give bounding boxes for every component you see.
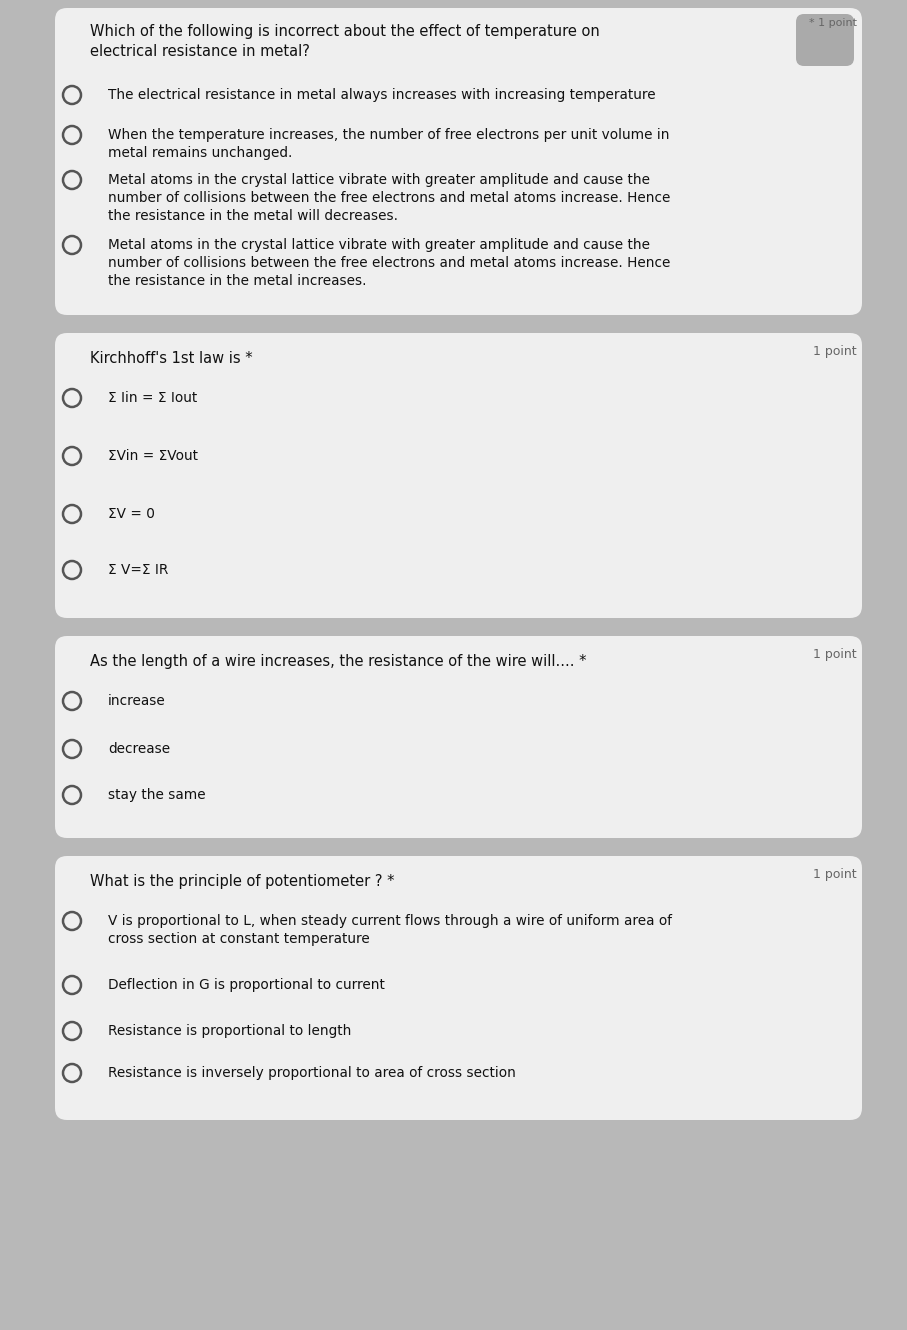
Text: Resistance is proportional to length: Resistance is proportional to length	[108, 1024, 351, 1037]
Text: What is the principle of potentiometer ? *: What is the principle of potentiometer ?…	[90, 874, 395, 888]
Text: ΣV = 0: ΣV = 0	[108, 507, 155, 521]
Text: When the temperature increases, the number of free electrons per unit volume in
: When the temperature increases, the numb…	[108, 128, 669, 160]
Text: The electrical resistance in metal always increases with increasing temperature: The electrical resistance in metal alway…	[108, 88, 656, 102]
Text: Metal atoms in the crystal lattice vibrate with greater amplitude and cause the
: Metal atoms in the crystal lattice vibra…	[108, 173, 670, 222]
Text: Kirchhoff's 1st law is *: Kirchhoff's 1st law is *	[90, 351, 253, 366]
Text: 1 point: 1 point	[814, 344, 857, 358]
FancyBboxPatch shape	[55, 8, 862, 315]
FancyBboxPatch shape	[55, 857, 862, 1120]
Text: decrease: decrease	[108, 742, 171, 755]
FancyBboxPatch shape	[796, 15, 854, 67]
Text: Resistance is inversely proportional to area of cross section: Resistance is inversely proportional to …	[108, 1067, 516, 1080]
Text: * 1 point: * 1 point	[809, 19, 857, 28]
Text: 1 point: 1 point	[814, 868, 857, 880]
Text: 1 point: 1 point	[814, 648, 857, 661]
Text: Σ V=Σ IR: Σ V=Σ IR	[108, 563, 169, 577]
Text: Deflection in G is proportional to current: Deflection in G is proportional to curre…	[108, 978, 385, 992]
Text: Σ Iin = Σ Iout: Σ Iin = Σ Iout	[108, 391, 197, 406]
FancyBboxPatch shape	[55, 636, 862, 838]
Text: increase: increase	[108, 694, 166, 708]
Text: ΣVin = ΣVout: ΣVin = ΣVout	[108, 450, 198, 463]
FancyBboxPatch shape	[55, 332, 862, 618]
Text: Metal atoms in the crystal lattice vibrate with greater amplitude and cause the
: Metal atoms in the crystal lattice vibra…	[108, 238, 670, 287]
Text: Which of the following is incorrect about the effect of temperature on
electrica: Which of the following is incorrect abou…	[90, 24, 600, 59]
Text: stay the same: stay the same	[108, 787, 206, 802]
Text: As the length of a wire increases, the resistance of the wire will.... *: As the length of a wire increases, the r…	[90, 654, 587, 669]
Text: V is proportional to L, when steady current flows through a wire of uniform area: V is proportional to L, when steady curr…	[108, 914, 672, 946]
